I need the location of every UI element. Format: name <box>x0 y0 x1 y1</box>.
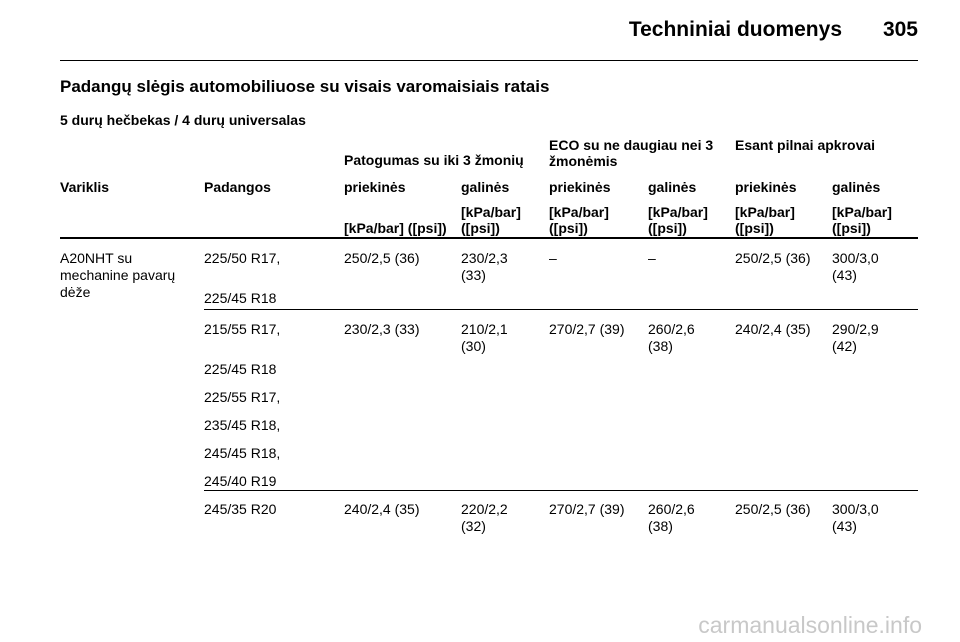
pressure-value: 300/3,0 (43) <box>832 501 879 534</box>
pressure-value: 300/3,0 (43) <box>832 250 879 283</box>
column-header: priekinės <box>344 179 406 195</box>
watermark: carmanualsonline.info <box>698 612 922 638</box>
column-header: priekinės <box>549 179 611 195</box>
unit-header: [kPa/bar] ([psi]) <box>832 204 892 236</box>
table-head-rule <box>60 237 918 239</box>
tire-size: 225/55 R17, <box>204 389 281 405</box>
pressure-value: 210/2,1 (30) <box>461 321 508 354</box>
row-rule <box>204 309 918 310</box>
tire-size: 225/45 R18 <box>204 361 277 377</box>
engine: A20NHT su mechanine pavarų dėže <box>60 250 176 300</box>
pressure-value: 230/2,3 (33) <box>344 321 420 337</box>
tire-size: 225/45 R18 <box>204 290 277 306</box>
unit-header: [kPa/bar] ([psi]) <box>735 204 795 236</box>
unit-header: [kPa/bar] ([psi]) <box>648 204 708 236</box>
tire-size: 245/35 R20 <box>204 501 277 517</box>
pressure-value: 290/2,9 (42) <box>832 321 879 354</box>
pressure-value: 250/2,5 (36) <box>735 501 811 517</box>
column-header: galinės <box>832 179 881 195</box>
pressure-value: 240/2,4 (35) <box>344 501 420 517</box>
pressure-value: 230/2,3 (33) <box>461 250 508 283</box>
unit-header: [kPa/bar] ([psi]) <box>344 220 447 236</box>
page-number: 305 <box>882 18 918 41</box>
tire-size: 215/55 R17, <box>204 321 281 337</box>
pressure-value: 260/2,6 (38) <box>648 501 695 534</box>
column-header: galinės <box>648 179 697 195</box>
unit-header: [kPa/bar] ([psi]) <box>549 204 609 236</box>
section-title: Techniniai duomenys <box>628 18 842 41</box>
pressure-value: 270/2,7 (39) <box>549 501 625 517</box>
pressure-value: – <box>648 250 656 266</box>
pressure-value: 270/2,7 (39) <box>549 321 625 337</box>
row-rule <box>204 490 918 491</box>
pressure-value: 240/2,4 (35) <box>735 321 811 337</box>
group-header: Patogumas su iki 3 žmonių <box>344 152 524 168</box>
column-header: Padangos <box>204 179 271 195</box>
column-header: Variklis <box>60 179 110 195</box>
tire-size: 245/40 R19 <box>204 473 277 489</box>
unit-header: [kPa/bar] ([psi]) <box>461 204 521 236</box>
tire-size: 245/45 R18, <box>204 445 281 461</box>
group-header: Esant pilnai apkrovai <box>735 137 876 153</box>
column-header: galinės <box>461 179 510 195</box>
tire-size: 235/45 R18, <box>204 417 281 433</box>
pressure-value: 220/2,2 (32) <box>461 501 508 534</box>
header-rule <box>60 60 918 61</box>
subtitle: 5 durų hečbekas / 4 durų universalas <box>60 112 306 128</box>
pressure-value: – <box>549 250 557 266</box>
pressure-value: 260/2,6 (38) <box>648 321 695 354</box>
title: Padangų slėgis automobiliuose su visais … <box>60 77 550 96</box>
group-header: ECO su ne daugiau nei 3 žmonėmis <box>549 137 714 169</box>
column-header: priekinės <box>735 179 797 195</box>
tire-size: 225/50 R17, <box>204 250 281 266</box>
pressure-value: 250/2,5 (36) <box>735 250 811 266</box>
pressure-value: 250/2,5 (36) <box>344 250 420 266</box>
